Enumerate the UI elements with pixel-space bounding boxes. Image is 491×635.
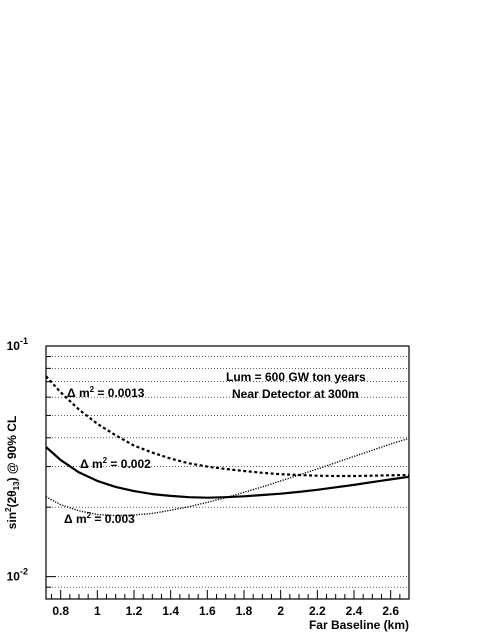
axis-ticks: 10-1 10-2 0.8 1 1.2 1.4 1.6 1.8 2 2.2 2.4 2.6 <box>7 336 410 618</box>
x-tick-label: 1.4 <box>162 604 179 618</box>
x-tick-label: 0.8 <box>52 604 69 618</box>
x-tick-label: 2.6 <box>382 604 399 618</box>
grid <box>46 356 409 588</box>
series-line-dm2-0.0013 <box>45 375 410 478</box>
x-tick-label: 2.2 <box>309 604 326 618</box>
series-line-dm2-0.002 <box>45 446 410 499</box>
series-lines <box>45 375 410 517</box>
x-axis-label: Far Baseline (km) <box>309 618 409 632</box>
series-label-0: Δ m2 = 0.0013 <box>67 385 145 400</box>
y-axis-label: sin2(2θ13) @ 90% CL <box>4 416 21 530</box>
annotation-luminosity: Lum = 600 GW ton years <box>226 370 366 384</box>
y-tick-label: 10-1 <box>7 336 28 353</box>
x-tick-label: 1.6 <box>199 604 216 618</box>
plot-frame <box>45 345 410 600</box>
x-tick-label: 2.4 <box>346 604 363 618</box>
x-tick-label: 1 <box>94 604 101 618</box>
x-tick-label: 1.2 <box>126 604 143 618</box>
x-tick-label: 2 <box>277 604 284 618</box>
series-label-2: Δ m2 = 0.003 <box>64 511 135 526</box>
series-line-dm2-0.003 <box>45 437 410 517</box>
y-tick-label: 10-2 <box>7 567 28 584</box>
annotation-near-detector: Near Detector at 300m <box>232 387 359 401</box>
series-labels: Δ m2 = 0.0013 Δ m2 = 0.002 Δ m2 = 0.003 <box>64 385 151 526</box>
series-label-1: Δ m2 = 0.002 <box>80 456 151 471</box>
x-tick-label: 1.8 <box>236 604 253 618</box>
